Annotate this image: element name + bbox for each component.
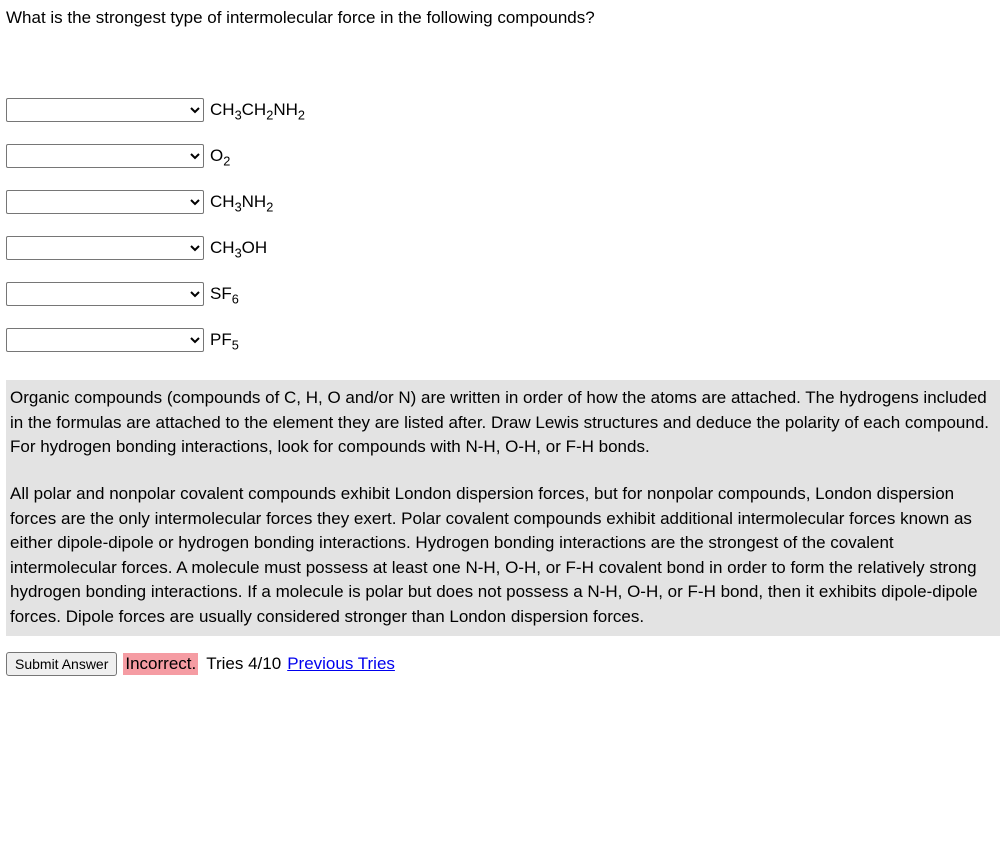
hint-box: Organic compounds (compounds of C, H, O … (6, 380, 1000, 636)
force-select[interactable]: London dispersionDipole-dipoleHydrogen b… (6, 236, 204, 260)
compound-row: London dispersionDipole-dipoleHydrogen b… (6, 236, 1000, 260)
previous-tries-link[interactable]: Previous Tries (287, 654, 395, 674)
tries-text: Tries 4/10 (206, 654, 281, 674)
compound-row: London dispersionDipole-dipoleHydrogen b… (6, 282, 1000, 306)
force-select[interactable]: London dispersionDipole-dipoleHydrogen b… (6, 98, 204, 122)
force-select[interactable]: London dispersionDipole-dipoleHydrogen b… (6, 328, 204, 352)
compound-row: London dispersionDipole-dipoleHydrogen b… (6, 328, 1000, 352)
force-select[interactable]: London dispersionDipole-dipoleHydrogen b… (6, 282, 204, 306)
force-select[interactable]: London dispersionDipole-dipoleHydrogen b… (6, 190, 204, 214)
hint-paragraph-2: All polar and nonpolar covalent compound… (10, 482, 996, 630)
compound-list: London dispersionDipole-dipoleHydrogen b… (6, 98, 1000, 352)
compound-row: London dispersionDipole-dipoleHydrogen b… (6, 144, 1000, 168)
compound-formula: O2 (210, 146, 230, 166)
compound-formula: CH3CH2NH2 (210, 100, 305, 120)
compound-formula: CH3OH (210, 238, 267, 258)
compound-formula: PF5 (210, 330, 239, 350)
force-select[interactable]: London dispersionDipole-dipoleHydrogen b… (6, 144, 204, 168)
compound-row: London dispersionDipole-dipoleHydrogen b… (6, 98, 1000, 122)
status-badge: Incorrect. (123, 653, 198, 675)
compound-row: London dispersionDipole-dipoleHydrogen b… (6, 190, 1000, 214)
hint-paragraph-1: Organic compounds (compounds of C, H, O … (10, 386, 996, 460)
submit-answer-button[interactable]: Submit Answer (6, 652, 117, 676)
submit-row: Submit Answer Incorrect. Tries 4/10 Prev… (6, 652, 1000, 676)
compound-formula: SF6 (210, 284, 239, 304)
question-text: What is the strongest type of intermolec… (6, 8, 1000, 28)
compound-formula: CH3NH2 (210, 192, 273, 212)
